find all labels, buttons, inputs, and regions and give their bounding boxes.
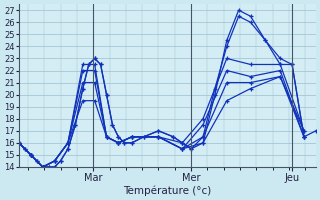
X-axis label: Température (°c): Température (°c): [123, 185, 212, 196]
